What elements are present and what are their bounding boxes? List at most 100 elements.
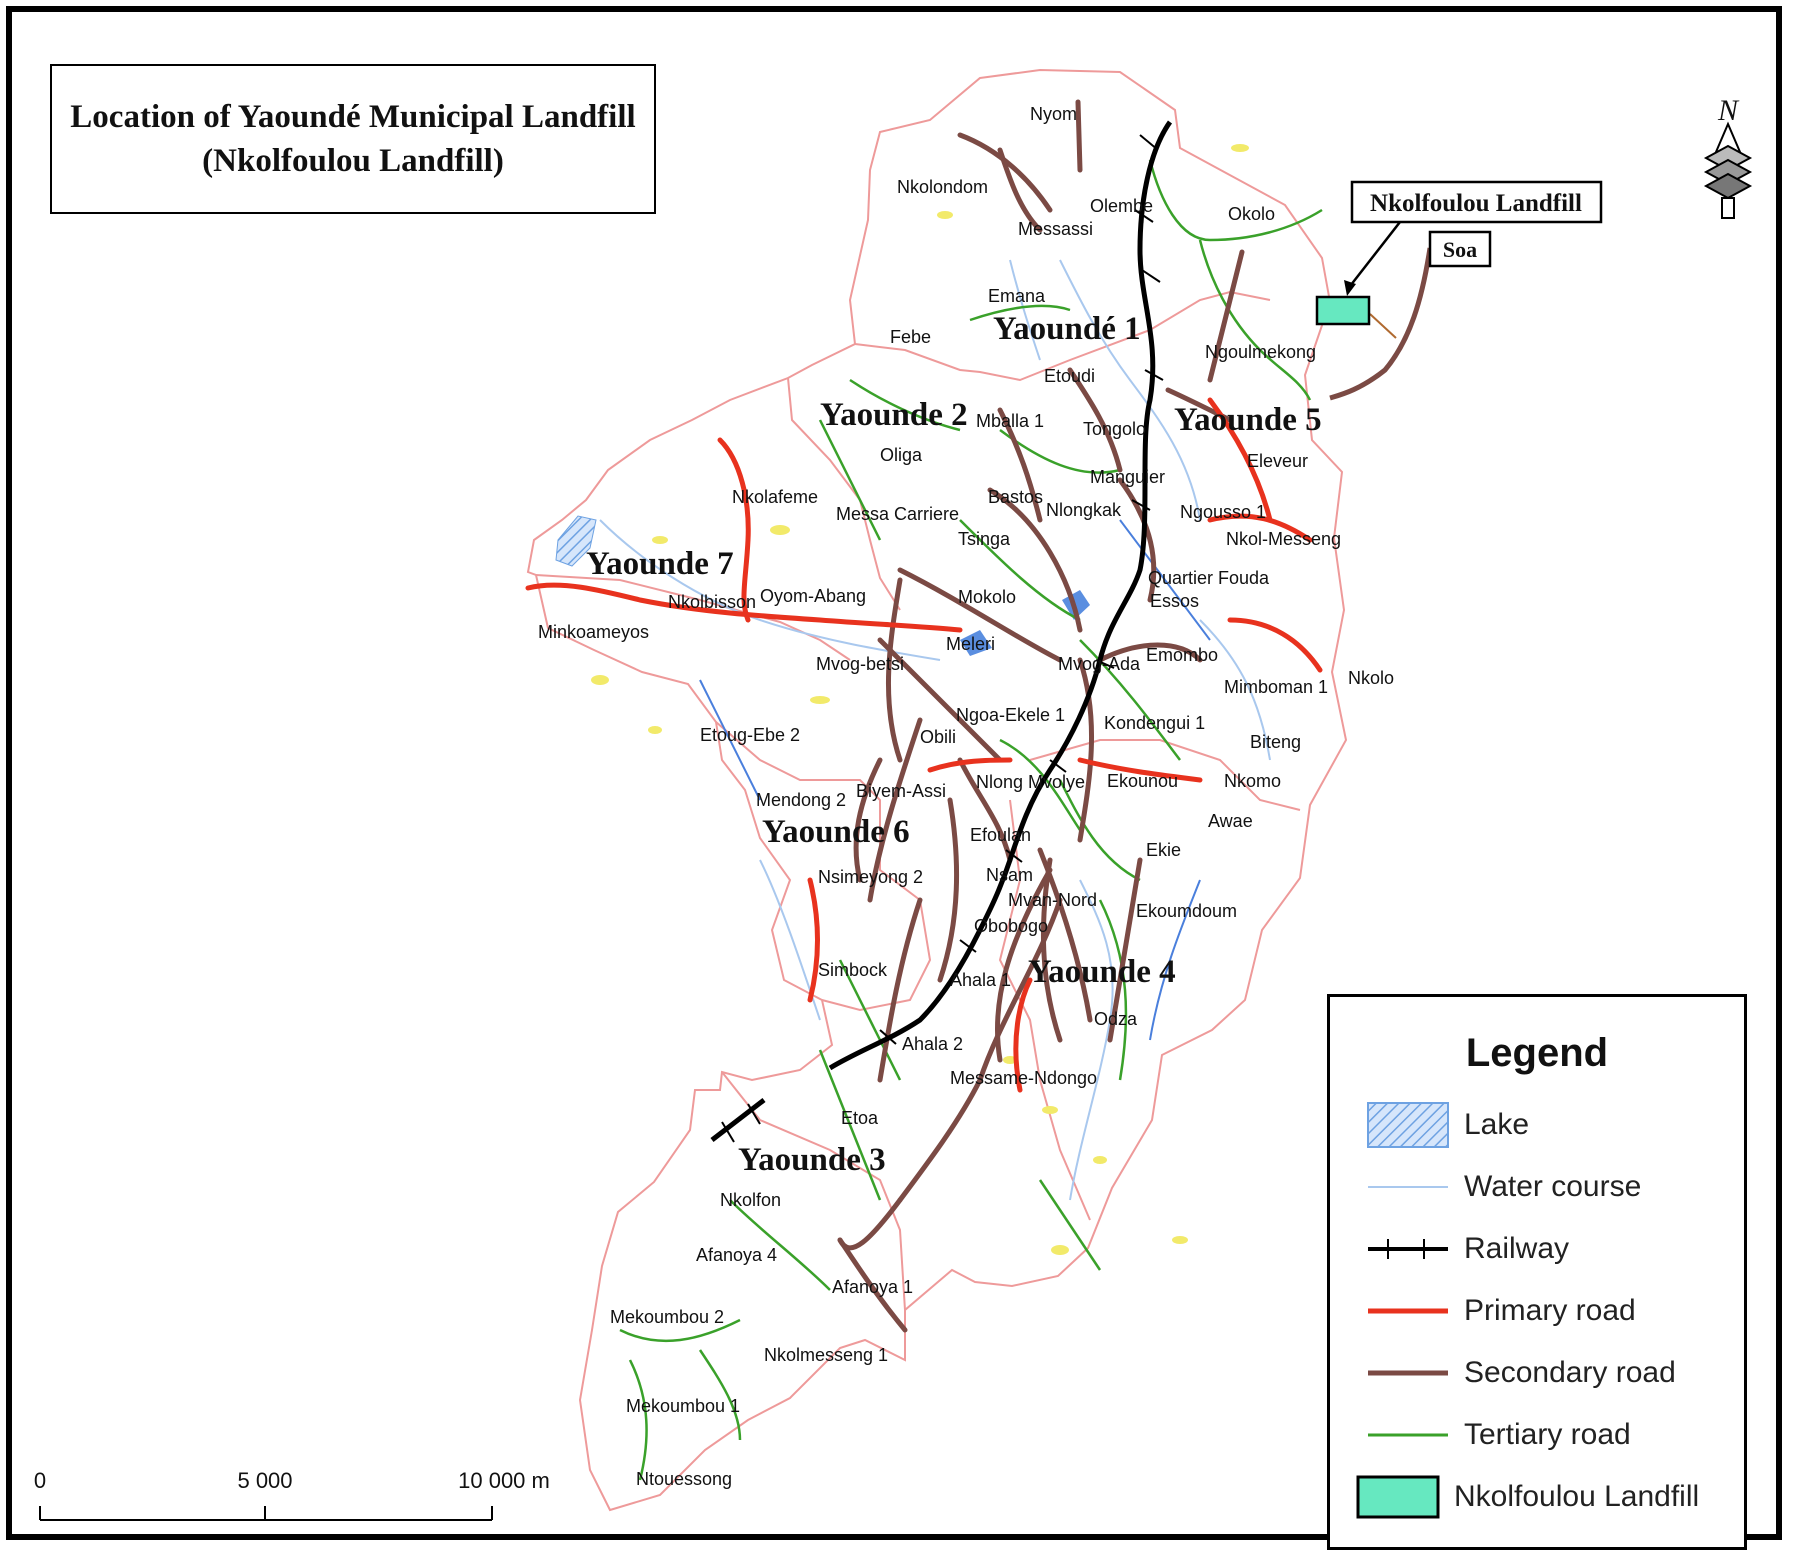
water-course-swatch-icon	[1368, 1186, 1448, 1188]
place-label: Mvog-Ada	[1058, 654, 1141, 674]
place-label: Nlong Mvolye	[976, 772, 1085, 792]
secondary-road	[867, 717, 923, 903]
builtup-patch	[1042, 1106, 1058, 1114]
place-label: Afanoya 1	[832, 1277, 913, 1297]
water-course	[1069, 879, 1114, 1201]
builtup-patch	[1051, 1245, 1069, 1255]
legend-label: Nkolfoulou Landfill	[1454, 1480, 1700, 1513]
place-label: Nkolfon	[720, 1190, 781, 1210]
water-course	[1059, 259, 1201, 521]
landfill-arrowhead	[1344, 280, 1356, 296]
place-label: Febe	[890, 327, 931, 347]
place-label: Ngousso 1	[1180, 502, 1266, 522]
primary-road-swatch-icon	[1368, 1308, 1448, 1314]
place-label: Mokolo	[958, 587, 1016, 607]
legend-item-landfill: Nkolfoulou Landfill	[1356, 1473, 1699, 1521]
place-label: Minkoameyos	[538, 622, 649, 642]
secondary-road	[877, 637, 1003, 763]
secondary-road-soa	[1329, 247, 1433, 401]
place-label: Nsimeyong 2	[818, 867, 923, 887]
secondary-road	[957, 132, 1053, 213]
water-course	[699, 679, 761, 801]
railway-track-south	[710, 1098, 766, 1142]
builtup-patch	[810, 696, 830, 704]
place-label: Awae	[1208, 811, 1253, 831]
boundary-y7-y6	[535, 574, 851, 661]
place-label: Ngoulmekong	[1205, 342, 1316, 362]
secondary-road	[877, 897, 923, 1083]
road-to-landfill	[1315, 247, 1433, 401]
place-label: Etoudi	[1044, 366, 1095, 386]
railway-line	[710, 120, 1173, 1143]
map-title-line2: (Nkolfoulou Landfill)	[202, 143, 504, 179]
legend-label: Water course	[1464, 1170, 1642, 1203]
city-outline	[526, 68, 1348, 1512]
builtup-patch	[1172, 1236, 1188, 1244]
place-label: Mekoumbou 2	[610, 1307, 724, 1327]
boundary-y4-y5	[1029, 739, 1301, 811]
tertiary-road	[1098, 899, 1128, 1081]
builtup-patch	[1231, 144, 1249, 152]
primary-road	[1207, 397, 1273, 523]
landfill-callout-box	[1350, 180, 1603, 224]
place-label: Nkolondom	[897, 177, 988, 197]
place-label: Quartier Fouda	[1148, 568, 1270, 588]
place-label: Manguier	[1090, 467, 1165, 487]
place-label: Eleveur	[1247, 451, 1308, 471]
water-course	[1009, 259, 1041, 361]
place-label: Tsinga	[958, 529, 1011, 549]
place-label: Etoa	[841, 1108, 879, 1128]
place-label: Nlongkak	[1046, 500, 1122, 520]
water-course	[1149, 879, 1201, 1041]
place-label: Etoug-Ebe 2	[700, 725, 800, 745]
tertiary-road	[1198, 239, 1312, 401]
legend-item-tertiary-road: Tertiary road	[1366, 1411, 1631, 1459]
builtup-patch	[770, 525, 790, 535]
legend-label: Railway	[1464, 1232, 1570, 1265]
landfill-swatch-icon	[1356, 1475, 1440, 1519]
scale-bar: 0 5 000 10 000 m	[34, 1468, 550, 1521]
tertiary-road	[818, 419, 882, 541]
place-label: Mimboman 1	[1224, 677, 1328, 697]
tertiary-road	[698, 1349, 742, 1441]
place-label: Messame-Ndongo	[950, 1068, 1097, 1088]
place-label: Bastos	[988, 487, 1043, 507]
landfill-callout-label: Nkolfoulou Landfill	[1370, 190, 1582, 217]
builtup-patch	[648, 726, 662, 734]
primary-road	[807, 877, 820, 1003]
secondary-road	[987, 487, 1083, 633]
place-labels: Nyom Nkolondom Olembe Messassi Okolo Emana Feb…	[538, 104, 1394, 1489]
builtup-patches	[591, 144, 1249, 1255]
scale-label: 10 000 m	[458, 1468, 550, 1493]
legend-item-secondary-road: Secondary road	[1366, 1349, 1676, 1397]
place-label: Biyem-Assi	[856, 781, 946, 801]
place-label: Nkolbisson	[668, 592, 756, 612]
soa-callout-box	[1428, 230, 1492, 268]
secondary-road	[1040, 857, 1063, 1043]
landfill-access-road	[1369, 313, 1397, 339]
place-label: Emombo	[1146, 645, 1218, 665]
legend-label: Secondary road	[1464, 1356, 1676, 1389]
secondary-road	[977, 897, 1063, 1083]
place-label: Odza	[1094, 1009, 1138, 1029]
primary-road	[927, 757, 1013, 773]
place-label: Ngoa-Ekele 1	[956, 705, 1065, 725]
place-label: Messassi	[1018, 219, 1093, 239]
place-label: Mballa 1	[976, 411, 1044, 431]
tertiary-road	[849, 378, 961, 432]
secondary-road	[1097, 642, 1203, 663]
place-label: Ekie	[1146, 840, 1181, 860]
legend-item-lake: Lake	[1366, 1101, 1529, 1149]
secondary-road	[997, 147, 1043, 233]
place-label: Okolo	[1228, 204, 1275, 224]
place-label: Essos	[1150, 591, 1199, 611]
secondary-road	[885, 577, 903, 763]
place-label: Nkolo	[1348, 668, 1394, 688]
place-label: Ahala 1	[950, 970, 1011, 990]
legend-item-primary-road: Primary road	[1366, 1287, 1636, 1335]
secondary-road	[1117, 477, 1157, 603]
legend-item-railway: Railway	[1366, 1225, 1569, 1273]
landfill-callout-arrow	[1346, 221, 1401, 291]
water-courses	[599, 259, 1271, 1201]
